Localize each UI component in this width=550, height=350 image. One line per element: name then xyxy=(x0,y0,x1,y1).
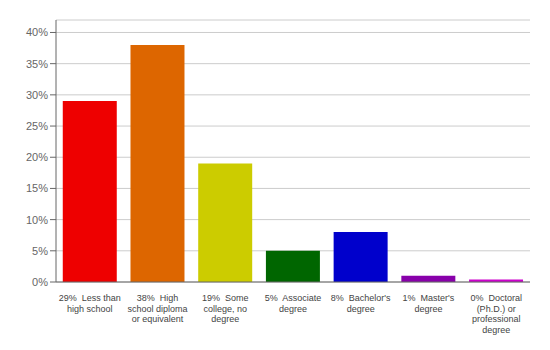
svg-text:15%: 15% xyxy=(26,182,48,194)
svg-text:29% Less thanhigh school: 29% Less thanhigh school xyxy=(59,293,121,314)
svg-text:10%: 10% xyxy=(26,214,48,226)
svg-text:0% Doctoral(Ph.D.) orprofessi: 0% Doctoral(Ph.D.) orprofessionaldegree xyxy=(470,293,522,335)
svg-text:5% Associatedegree: 5% Associatedegree xyxy=(265,293,322,314)
svg-text:25%: 25% xyxy=(26,120,48,132)
svg-text:19% Somecollege, nodegree: 19% Somecollege, nodegree xyxy=(202,293,249,324)
svg-text:38% Highschool diplomaor equi: 38% Highschool diplomaor equivalent xyxy=(128,293,188,324)
svg-text:35%: 35% xyxy=(26,58,48,70)
svg-text:0%: 0% xyxy=(32,276,48,288)
svg-text:30%: 30% xyxy=(26,89,48,101)
svg-text:5%: 5% xyxy=(32,245,48,257)
svg-text:20%: 20% xyxy=(26,151,48,163)
svg-text:8% Bachelor'sdegree: 8% Bachelor'sdegree xyxy=(331,293,391,314)
svg-text:1% Master'sdegree: 1% Master'sdegree xyxy=(403,293,455,314)
svg-text:40%: 40% xyxy=(26,26,48,38)
